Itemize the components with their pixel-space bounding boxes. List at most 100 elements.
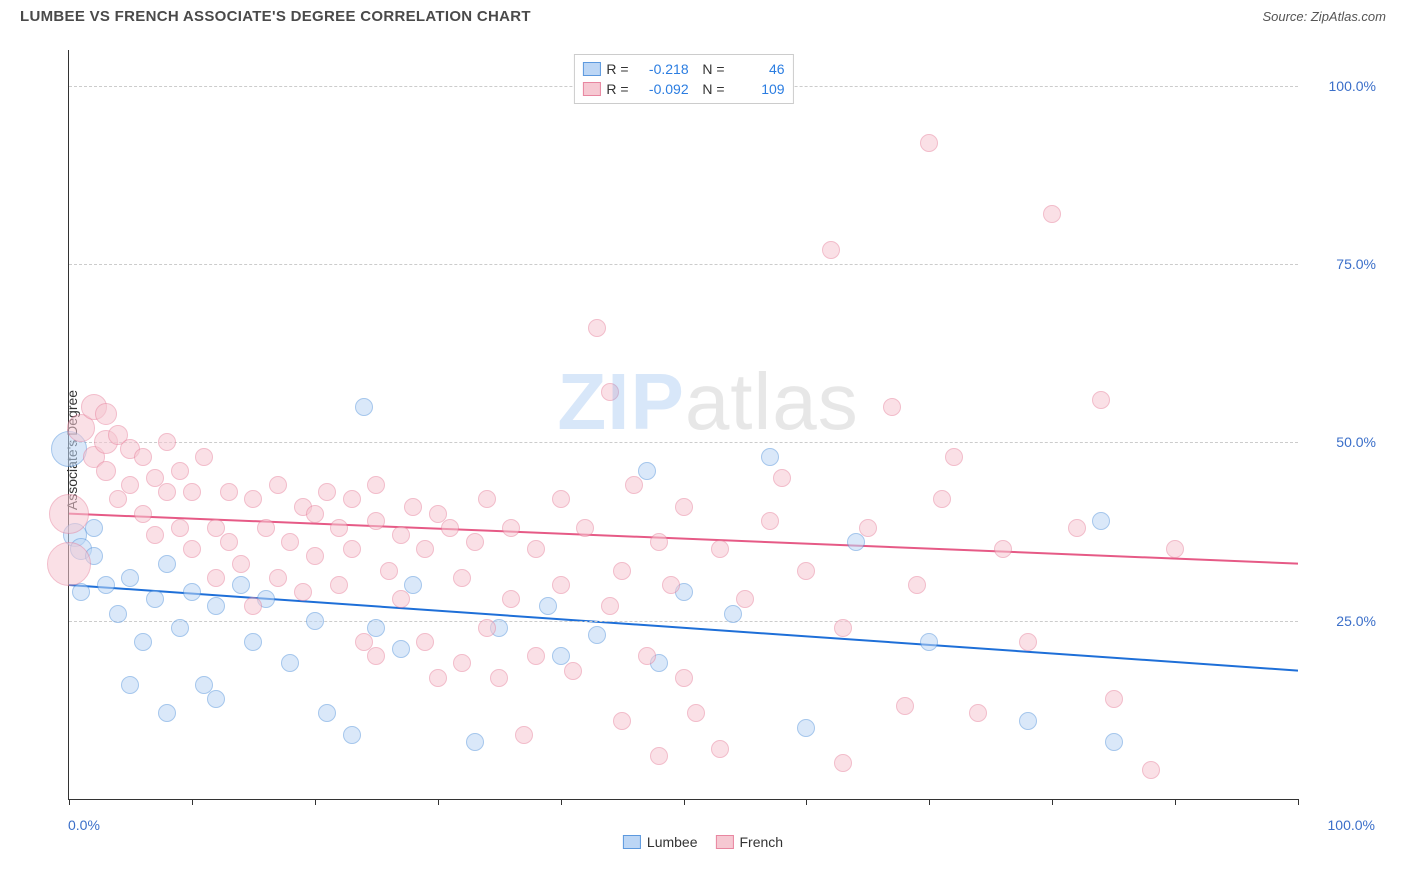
- data-point: [797, 719, 815, 737]
- data-point: [392, 526, 410, 544]
- data-point: [822, 241, 840, 259]
- data-point: [1105, 733, 1123, 751]
- data-point: [933, 490, 951, 508]
- data-point: [515, 726, 533, 744]
- legend-r-value-lumbee: -0.218: [635, 59, 689, 79]
- data-point: [1092, 391, 1110, 409]
- legend-swatch-french-icon: [716, 835, 734, 849]
- data-point: [72, 583, 90, 601]
- legend-n-value-french: 109: [731, 79, 785, 99]
- data-point: [675, 498, 693, 516]
- data-point: [269, 476, 287, 494]
- data-point: [294, 583, 312, 601]
- chart-source: Source: ZipAtlas.com: [1262, 9, 1386, 24]
- series-legend: Lumbee French: [623, 834, 783, 850]
- x-tick-mark: [929, 799, 930, 805]
- watermark-part1: ZIP: [557, 357, 684, 446]
- data-point: [207, 597, 225, 615]
- data-point: [134, 633, 152, 651]
- data-point: [552, 576, 570, 594]
- legend-n-value-lumbee: 46: [731, 59, 785, 79]
- data-point: [232, 555, 250, 573]
- data-point: [367, 647, 385, 665]
- data-point: [1019, 712, 1037, 730]
- data-point: [1068, 519, 1086, 537]
- data-point: [416, 540, 434, 558]
- gridline: [69, 442, 1298, 443]
- data-point: [1092, 512, 1110, 530]
- data-point: [392, 640, 410, 658]
- data-point: [121, 676, 139, 694]
- data-point: [158, 704, 176, 722]
- data-point: [158, 555, 176, 573]
- data-point: [638, 647, 656, 665]
- x-tick-mark: [438, 799, 439, 805]
- data-point: [1142, 761, 1160, 779]
- data-point: [797, 562, 815, 580]
- data-point: [146, 526, 164, 544]
- data-point: [220, 483, 238, 501]
- data-point: [564, 662, 582, 680]
- data-point: [601, 383, 619, 401]
- data-point: [834, 754, 852, 772]
- data-point: [281, 533, 299, 551]
- data-point: [1019, 633, 1037, 651]
- watermark: ZIPatlas: [557, 356, 858, 448]
- data-point: [920, 134, 938, 152]
- data-point: [244, 490, 262, 508]
- data-point: [625, 476, 643, 494]
- gridline: [69, 264, 1298, 265]
- data-point: [1166, 540, 1184, 558]
- source-name: ZipAtlas.com: [1311, 9, 1386, 24]
- data-point: [306, 505, 324, 523]
- data-point: [945, 448, 963, 466]
- legend-item-lumbee: Lumbee: [623, 834, 698, 850]
- data-point: [109, 490, 127, 508]
- data-point: [109, 605, 127, 623]
- data-point: [281, 654, 299, 672]
- legend-r-label: R =: [606, 59, 628, 79]
- data-point: [588, 319, 606, 337]
- data-point: [650, 747, 668, 765]
- data-point: [969, 704, 987, 722]
- data-point: [834, 619, 852, 637]
- data-point: [859, 519, 877, 537]
- data-point: [761, 512, 779, 530]
- data-point: [121, 569, 139, 587]
- x-tick-mark: [1298, 799, 1299, 805]
- data-point: [527, 647, 545, 665]
- x-tick-mark: [192, 799, 193, 805]
- data-point: [121, 476, 139, 494]
- data-point: [367, 619, 385, 637]
- y-tick-label: 75.0%: [1306, 256, 1376, 272]
- data-point: [257, 519, 275, 537]
- data-point: [134, 448, 152, 466]
- legend-r-label: R =: [606, 79, 628, 99]
- data-point: [244, 597, 262, 615]
- data-point: [49, 494, 89, 534]
- data-point: [724, 605, 742, 623]
- trend-line: [69, 514, 1298, 564]
- data-point: [711, 740, 729, 758]
- legend-swatch-lumbee-icon: [623, 835, 641, 849]
- data-point: [343, 540, 361, 558]
- data-point: [994, 540, 1012, 558]
- data-point: [207, 690, 225, 708]
- data-point: [171, 619, 189, 637]
- data-point: [920, 633, 938, 651]
- legend-swatch-lumbee: [582, 62, 600, 76]
- legend-n-label: N =: [695, 59, 725, 79]
- data-point: [207, 569, 225, 587]
- data-point: [306, 547, 324, 565]
- data-point: [466, 733, 484, 751]
- data-point: [588, 626, 606, 644]
- data-point: [416, 633, 434, 651]
- legend-label-french: French: [740, 834, 784, 850]
- data-point: [269, 569, 287, 587]
- x-tick-mark: [684, 799, 685, 805]
- data-point: [453, 654, 471, 672]
- x-tick-mark: [315, 799, 316, 805]
- data-point: [650, 533, 668, 551]
- x-tick-label: 100.0%: [1328, 817, 1375, 833]
- data-point: [404, 498, 422, 516]
